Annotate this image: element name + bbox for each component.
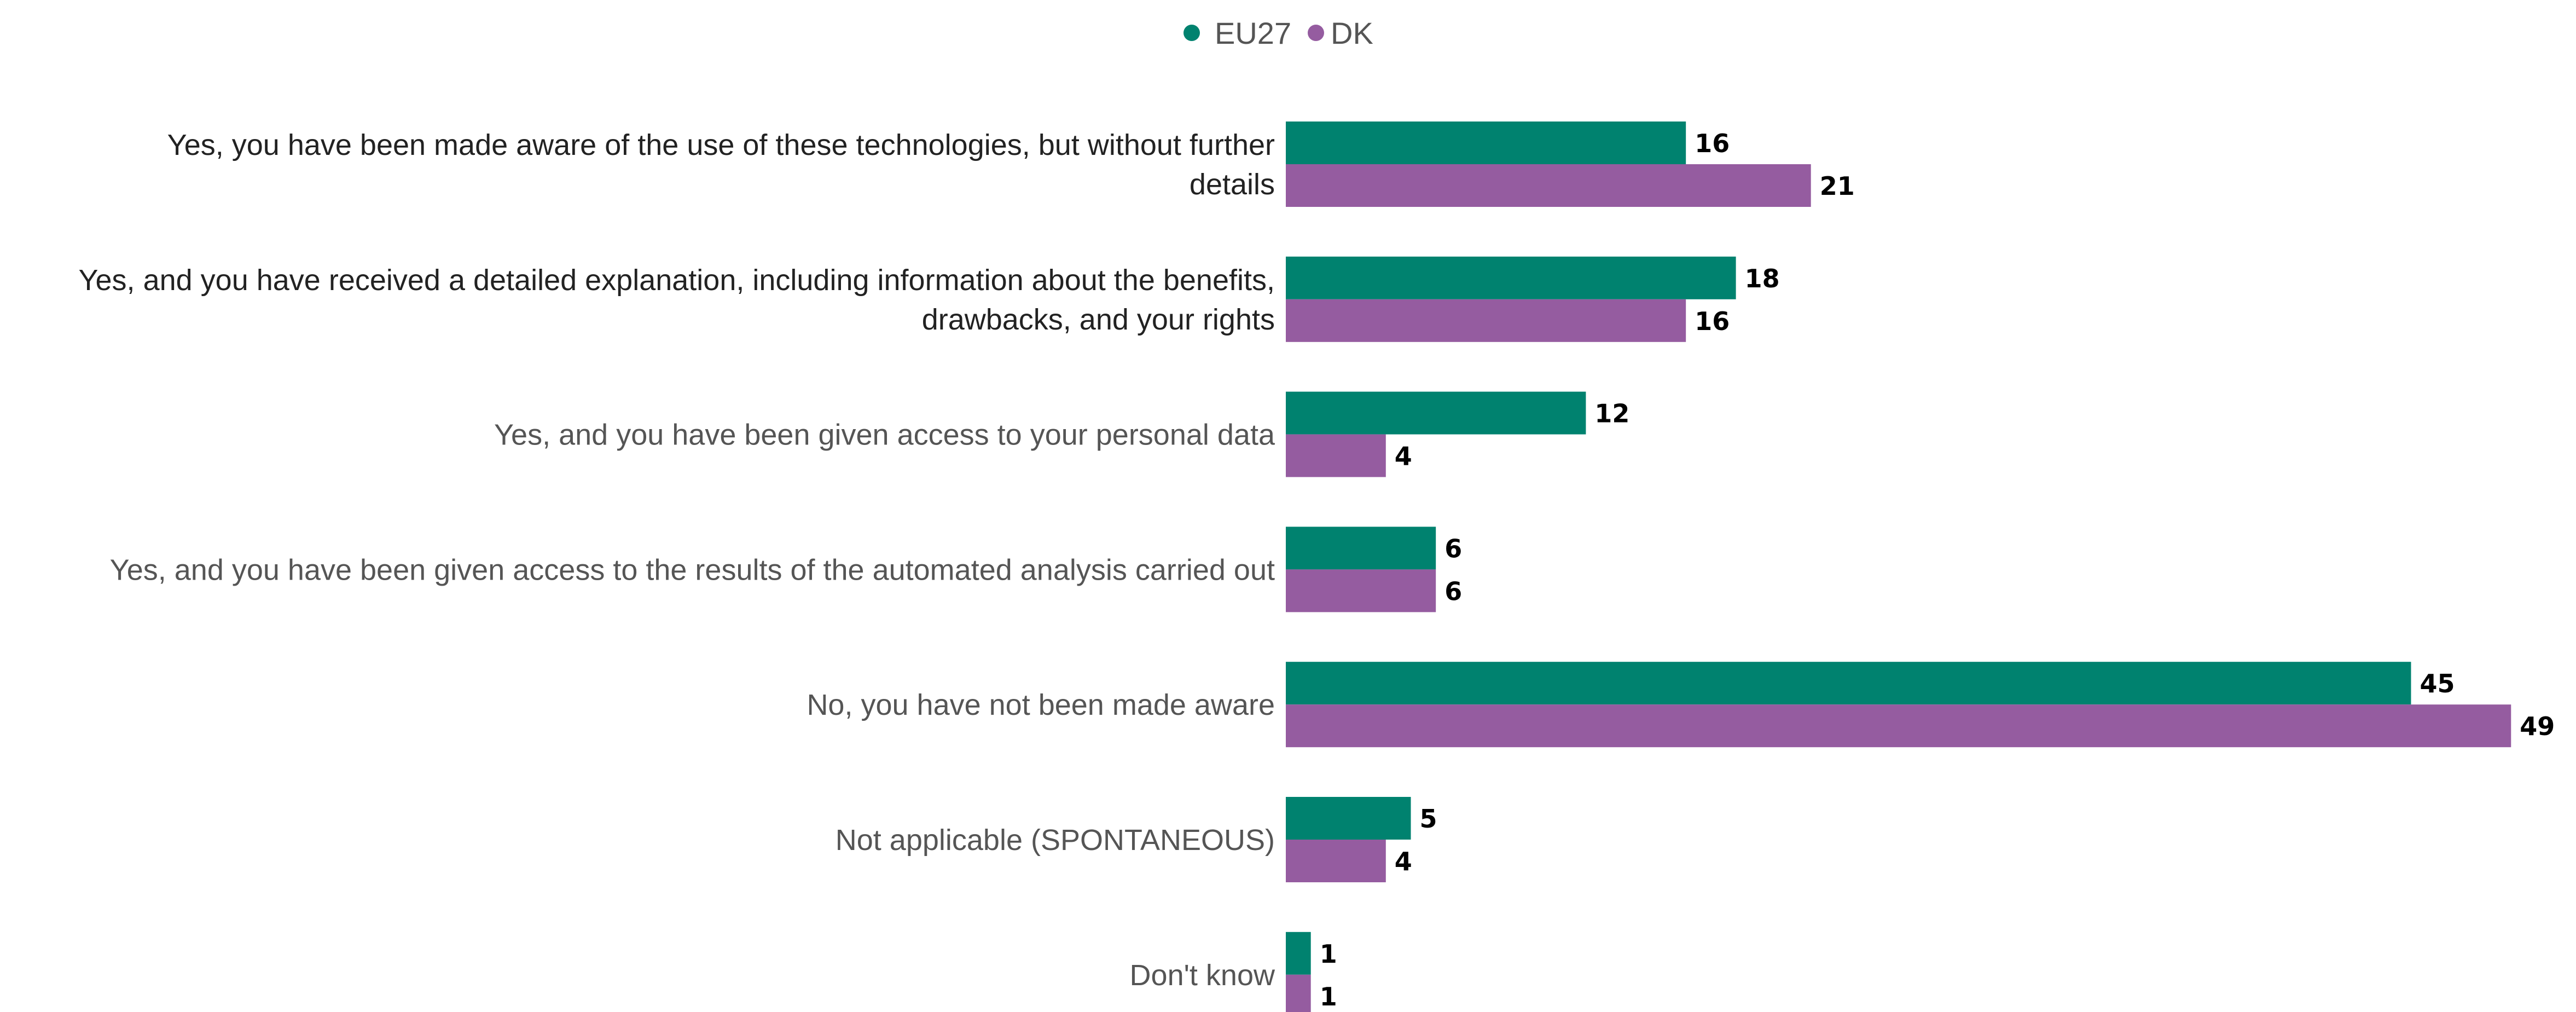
value-label-eu27: 5 (1420, 804, 1437, 834)
bar-dk (1286, 434, 1386, 477)
bar-eu27 (1286, 122, 1686, 164)
bar-dk (1286, 569, 1436, 612)
bar-dk (1286, 164, 1811, 207)
bar-dk (1286, 704, 2511, 748)
value-label-eu27: 18 (1745, 264, 1780, 293)
bar-eu27 (1286, 527, 1436, 570)
value-label-dk: 6 (1444, 576, 1462, 606)
bar-eu27 (1286, 256, 1736, 299)
bar-dk (1286, 840, 1386, 882)
category-label-line: drawbacks, and your rights (922, 303, 1275, 336)
bar-eu27 (1286, 391, 1586, 435)
category-label: Yes, and you have been given access to t… (110, 553, 1275, 586)
value-label-dk: 49 (2520, 712, 2555, 741)
value-label-dk: 1 (1320, 982, 1337, 1011)
category-label: Yes, and you have received a detailed ex… (78, 264, 1275, 336)
category-label-line: No, you have not been made aware (807, 689, 1275, 721)
legend-label-dk: DK (1331, 16, 1373, 50)
value-label-eu27: 16 (1695, 129, 1730, 158)
category-label-line: Don't know (1130, 959, 1275, 992)
category-label-line: Yes, and you have been given access to y… (494, 419, 1275, 452)
value-label-dk: 4 (1395, 442, 1412, 471)
category-label-line: details (1190, 168, 1275, 201)
value-label-eu27: 6 (1444, 534, 1462, 563)
category-label: Yes, and you have been given access to y… (494, 419, 1275, 452)
bar-eu27 (1286, 797, 1411, 840)
category-label-line: Yes, and you have been given access to t… (110, 553, 1275, 586)
category-label: No, you have not been made aware (807, 689, 1275, 721)
bar-eu27 (1286, 932, 1311, 975)
value-label-eu27: 1 (1320, 939, 1337, 969)
value-label-dk: 16 (1695, 307, 1730, 336)
category-label: Not applicable (SPONTANEOUS) (836, 824, 1275, 857)
legend: EU27 DK (1183, 16, 1373, 50)
category-label: Yes, you have been made aware of the use… (167, 129, 1275, 201)
value-label-dk: 4 (1395, 847, 1412, 876)
bar-dk (1286, 299, 1686, 342)
legend-label-eu27: EU27 (1215, 16, 1291, 50)
category-labels: Yes, you have been made aware of the use… (78, 129, 1275, 992)
value-label-eu27: 45 (2420, 669, 2455, 698)
legend-marker-eu27 (1183, 25, 1200, 41)
category-label-line: Not applicable (SPONTANEOUS) (836, 824, 1275, 857)
category-label: Don't know (1130, 959, 1275, 992)
bar-eu27 (1286, 662, 2411, 705)
value-label-dk: 21 (1820, 171, 1855, 201)
category-label-line: Yes, you have been made aware of the use… (167, 129, 1275, 161)
value-label-eu27: 12 (1594, 399, 1629, 429)
category-label-line: Yes, and you have received a detailed ex… (78, 264, 1275, 297)
legend-marker-dk (1308, 25, 1324, 41)
bar-dk (1286, 974, 1311, 1012)
